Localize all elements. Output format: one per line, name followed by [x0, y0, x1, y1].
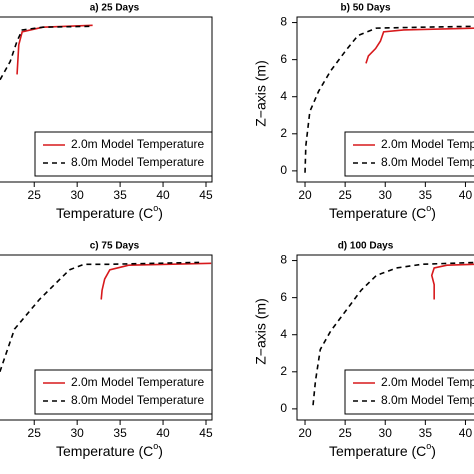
x-tick-label: 25	[338, 426, 352, 440]
x-axis-label: Temperature (Co)	[56, 441, 163, 458]
x-axis-label-part: )	[158, 443, 163, 459]
legend-box	[344, 131, 474, 177]
x-axis-label-part: )	[158, 205, 163, 221]
x-axis-label-part: Temperature (C	[56, 205, 153, 221]
x-tick-label: 45	[199, 426, 213, 440]
series-line	[100, 262, 212, 300]
x-axis-label-part: o	[426, 441, 431, 451]
x-tick-label: 40	[156, 188, 170, 202]
x-axis-label-part: )	[431, 443, 436, 459]
x-axis-label-part: )	[431, 205, 436, 221]
legend-label: 8.0m Model Temperature	[71, 155, 205, 169]
x-axis-label-part: o	[426, 203, 431, 213]
x-tick-label: 35	[113, 188, 127, 202]
series-line	[304, 25, 474, 173]
y-tick-label: 8	[280, 15, 287, 29]
x-axis-label-part: Temperature (C	[56, 443, 153, 459]
x-tick-label: 30	[379, 426, 393, 440]
y-tick-label: 8	[280, 253, 287, 267]
x-tick-label: 30	[379, 188, 393, 202]
x-tick-label: 30	[70, 188, 84, 202]
x-tick-label: 45	[199, 188, 213, 202]
x-axis-label-part: Temperature (C	[329, 205, 426, 221]
legend-label: 2.0m Model Temperature	[381, 137, 474, 151]
x-tick-label: 35	[113, 426, 127, 440]
x-axis-label-part: o	[153, 441, 158, 451]
legend-box	[34, 369, 213, 415]
y-tick-label: 4	[280, 327, 287, 341]
series-line	[0, 261, 200, 373]
x-tick-label: 40	[156, 426, 170, 440]
plot-box	[296, 16, 474, 183]
panel-title: b) 50 Days	[340, 3, 390, 14]
x-axis-label-part: Temperature (C	[329, 443, 426, 459]
panel-title: a) 25 Days	[90, 3, 140, 14]
legend-box	[34, 131, 213, 177]
y-axis-label: Z−axis (m)	[253, 298, 269, 365]
legend-label: 2.0m Model Temperature	[381, 375, 474, 389]
series-line	[16, 24, 93, 75]
panel-title: c) 75 Days	[90, 241, 140, 252]
y-tick-label: 6	[280, 52, 287, 66]
x-tick-label: 20	[298, 188, 312, 202]
x-tick-label: 35	[419, 426, 433, 440]
x-tick-label: 25	[28, 188, 42, 202]
x-tick-label: 25	[28, 426, 42, 440]
x-tick-label: 20	[298, 426, 312, 440]
legend-label: 8.0m Model Temperature	[381, 393, 474, 407]
legend-label: 2.0m Model Temperature	[71, 375, 205, 389]
x-tick-label: 40	[459, 188, 473, 202]
series-line	[0, 25, 93, 84]
plot-box	[296, 254, 474, 421]
x-axis-label: Temperature (Co)	[56, 203, 163, 220]
y-tick-label: 0	[280, 401, 287, 415]
y-tick-label: 6	[280, 290, 287, 304]
x-tick-label: 40	[459, 426, 473, 440]
x-axis-label-part: o	[153, 203, 158, 213]
y-tick-label: 2	[280, 126, 287, 140]
legend-label: 2.0m Model Temperature	[71, 137, 205, 151]
x-axis-label: Temperature (Co)	[329, 441, 436, 458]
x-tick-label: 25	[338, 188, 352, 202]
legend-box	[344, 369, 474, 415]
x-axis-label: Temperature (Co)	[329, 203, 436, 220]
y-tick-label: 4	[280, 89, 287, 103]
legend-label: 8.0m Model Temperature	[71, 393, 205, 407]
x-tick-label: 35	[419, 188, 433, 202]
y-tick-label: 2	[280, 364, 287, 378]
series-line	[430, 263, 474, 300]
series-line	[365, 27, 474, 64]
series-line	[312, 261, 474, 406]
legend-label: 8.0m Model Temperature	[381, 155, 474, 169]
x-tick-label: 30	[70, 426, 84, 440]
y-axis-label: Z−axis (m)	[253, 60, 269, 127]
y-tick-label: 0	[280, 163, 287, 177]
plot-box	[0, 254, 213, 421]
panel-title: d) 100 Days	[338, 241, 394, 252]
plot-box	[0, 16, 213, 183]
